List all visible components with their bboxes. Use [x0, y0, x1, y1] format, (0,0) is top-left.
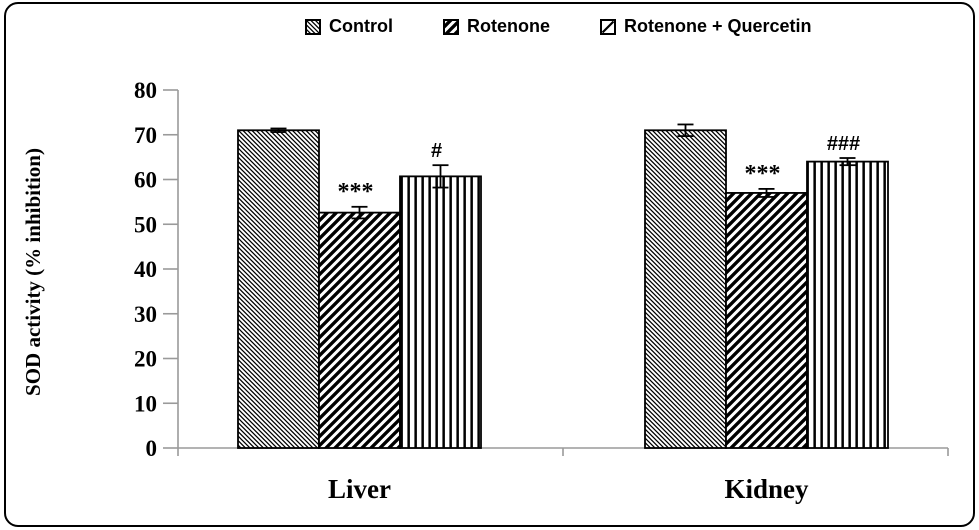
chart-legend: Control Rotenone Rotenone + Quercetin — [305, 16, 812, 37]
y-tick-label: 10 — [134, 391, 157, 416]
y-axis-title: SOD activity (% inhibition) — [21, 148, 45, 396]
bar-kidney-control — [644, 129, 727, 449]
y-tick-label: 50 — [134, 212, 157, 237]
legend-item-rotenone-quercetin: Rotenone + Quercetin — [599, 16, 812, 37]
legend-item-rotenone: Rotenone — [442, 16, 550, 37]
x-category-label: Liver — [328, 474, 391, 504]
y-tick-label: 40 — [134, 257, 157, 282]
significance-marker: # — [431, 140, 442, 162]
legend-swatch-control-icon — [305, 18, 321, 35]
y-tick-label: 60 — [134, 168, 157, 193]
legend-label-rotenone: Rotenone — [466, 16, 550, 36]
bar-liver-rotenone-quercetin — [399, 175, 482, 449]
legend-item-control: Control — [305, 16, 393, 37]
significance-marker: ### — [827, 133, 860, 155]
significance-marker: *** — [338, 179, 374, 205]
bar-kidney-rotenone — [725, 192, 808, 449]
legend-swatch-rotenone-icon — [442, 18, 459, 35]
significance-marker: *** — [745, 161, 781, 187]
y-tick-label: 80 — [134, 78, 157, 103]
bar-liver-control — [237, 129, 320, 449]
bar-kidney-rotenone-quercetin — [806, 160, 889, 449]
y-tick-label: 30 — [134, 302, 157, 327]
legend-label-rotenone-quercetin: Rotenone + Quercetin — [623, 16, 812, 36]
legend-swatch-rotenone-quercetin-icon — [599, 18, 616, 35]
bar-liver-rotenone — [318, 211, 401, 449]
y-tick-label: 70 — [134, 123, 157, 148]
y-tick-label: 0 — [146, 436, 158, 461]
legend-label-control: Control — [329, 16, 393, 36]
x-category-label: Kidney — [724, 474, 809, 504]
y-tick-label: 20 — [134, 347, 157, 372]
